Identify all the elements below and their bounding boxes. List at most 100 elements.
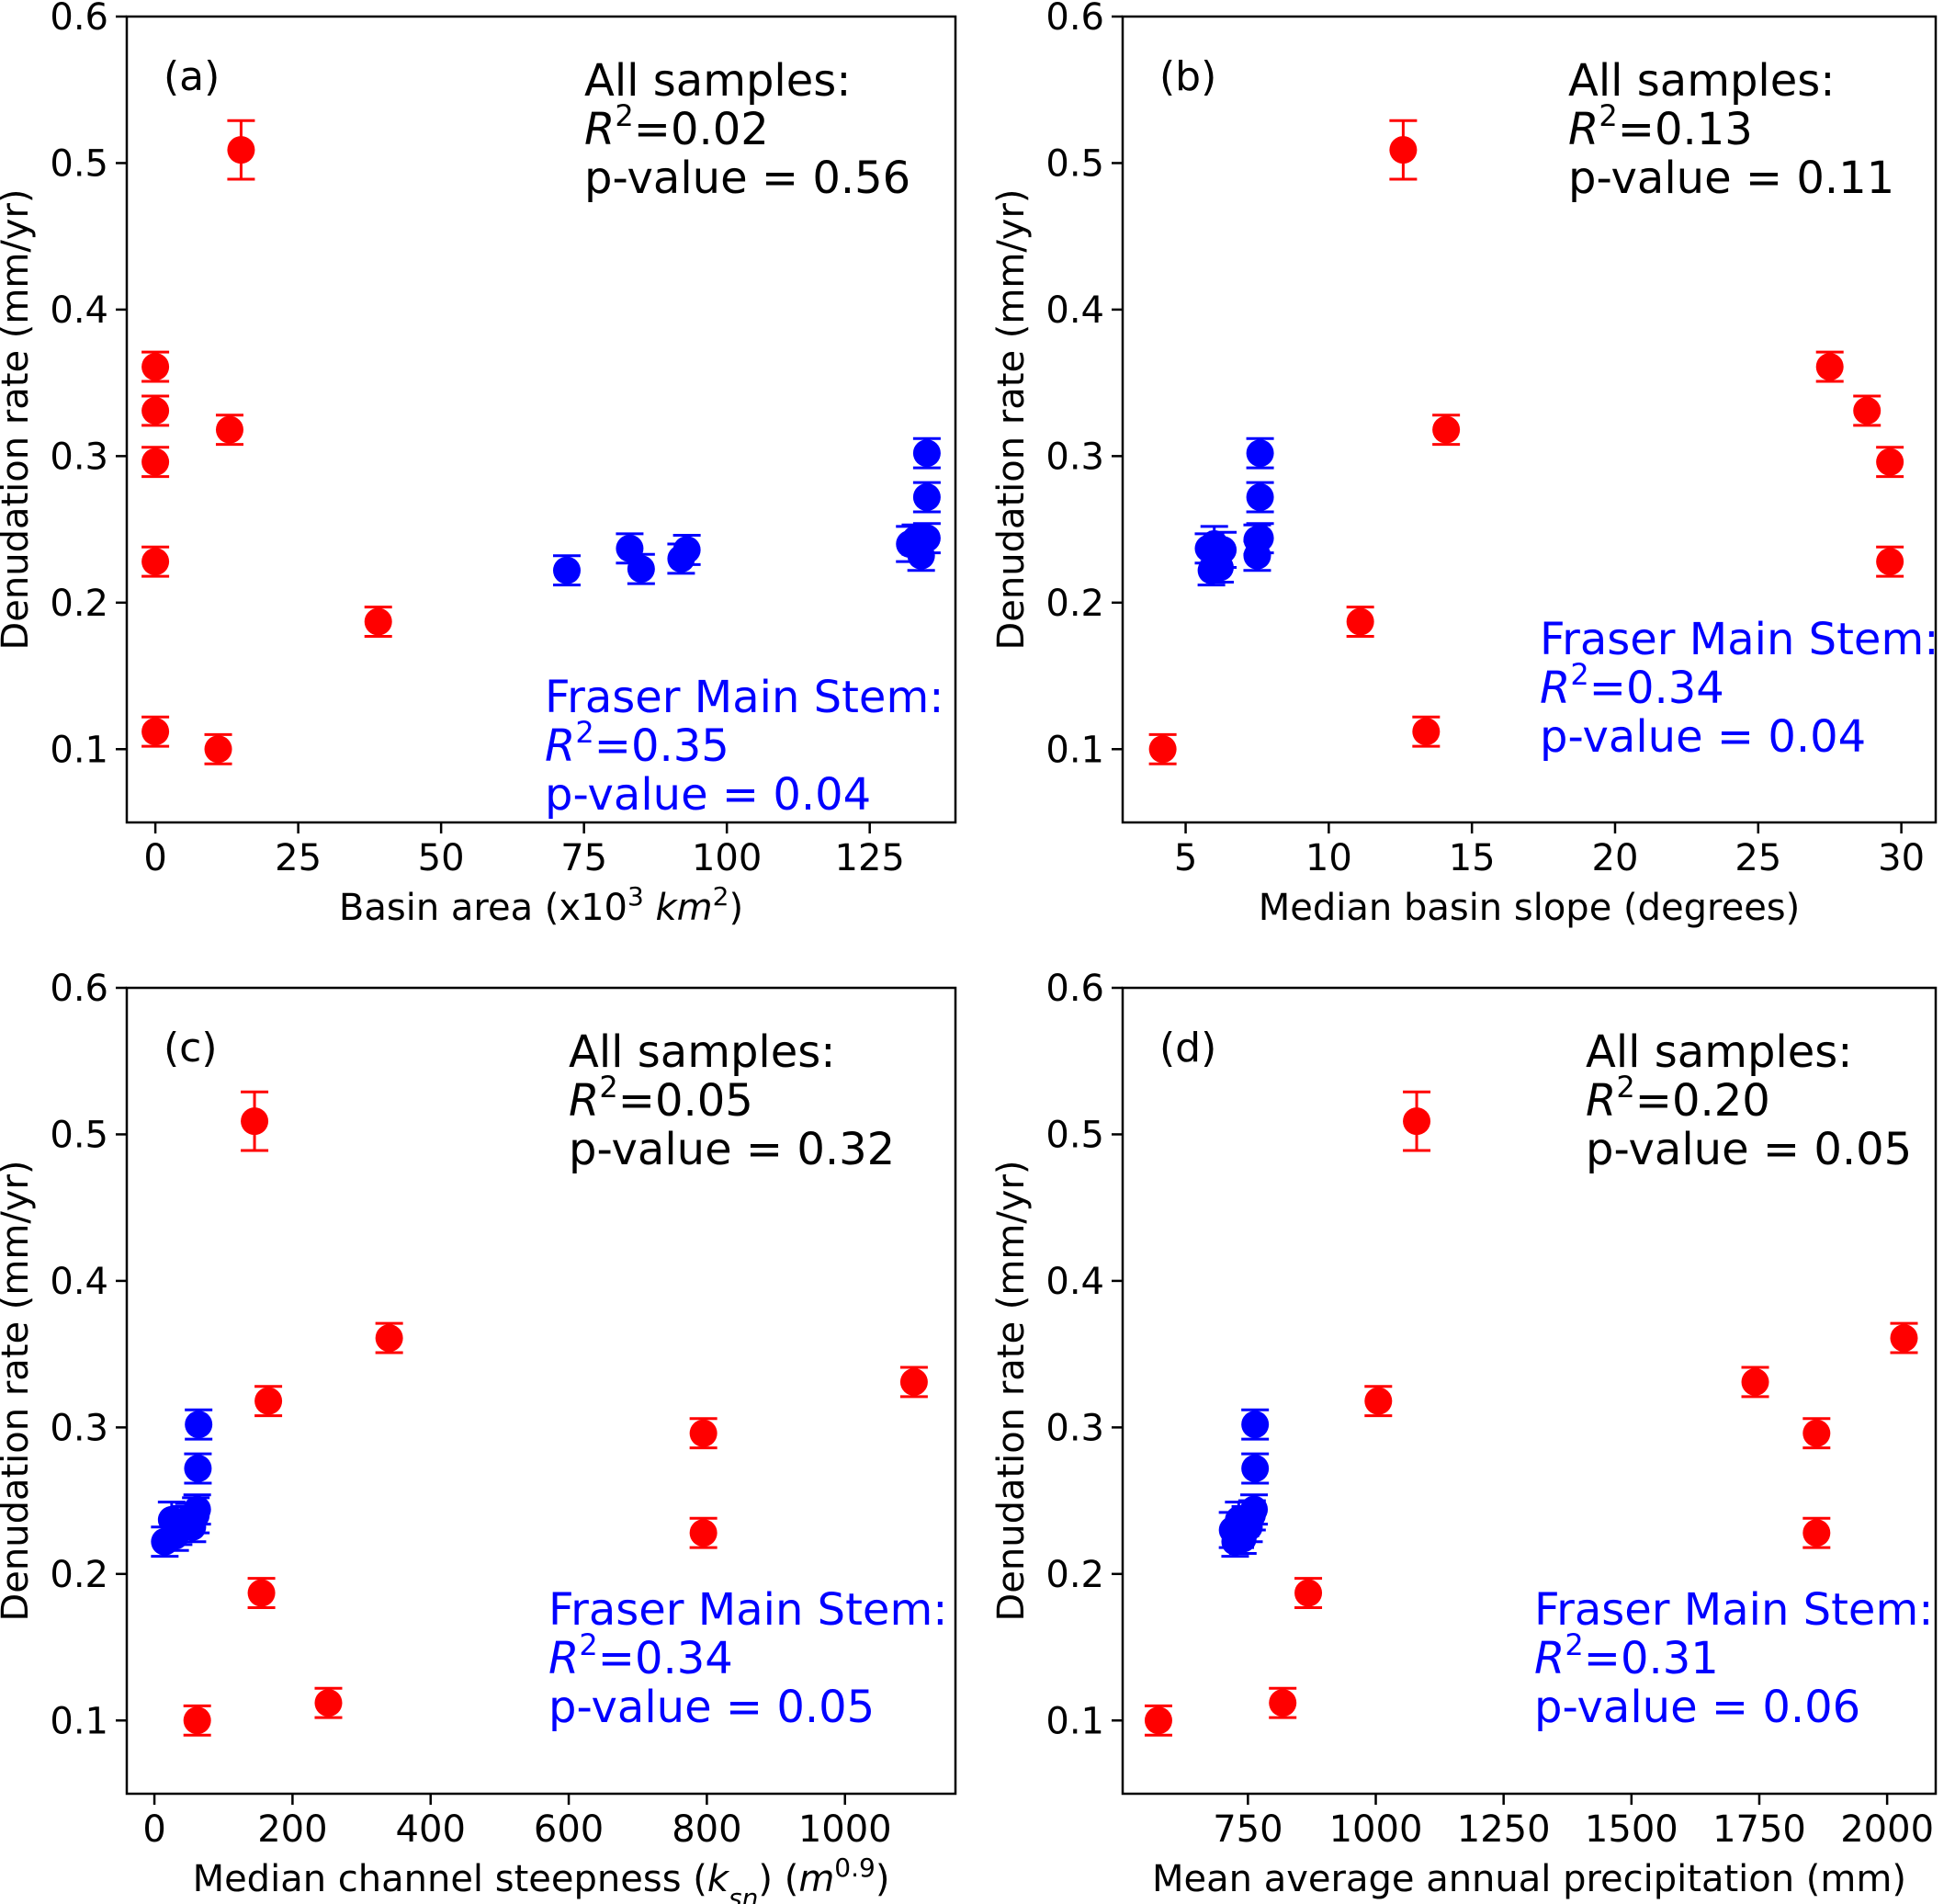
stats-r2: R2=0.05	[569, 1070, 753, 1127]
y-tick-label: 0.1	[1045, 1700, 1104, 1742]
red-data-point	[1148, 735, 1177, 764]
blue-data-point	[627, 555, 655, 584]
red-data-point	[1403, 1107, 1431, 1136]
stats-all-samples: All samples:R2=0.13p-value = 0.11	[1568, 55, 1894, 204]
stats-title: All samples:	[1586, 1026, 1852, 1078]
y-axis-title: Denudation rate (mm/yr)	[990, 1160, 1033, 1621]
stats-r2: R2=0.02	[584, 98, 769, 155]
y-tick-label: 0.5	[50, 142, 108, 185]
y-tick-label: 0.6	[1045, 968, 1104, 1010]
x-tick-label: 600	[534, 1808, 604, 1851]
x-tick-label: 10	[1305, 837, 1352, 879]
x-tick-label: 50	[418, 837, 465, 879]
blue-data-point	[185, 1411, 213, 1439]
red-data-point	[1741, 1367, 1769, 1396]
stats-p-value: p-value = 0.11	[1568, 153, 1894, 204]
panel-c: 0.1 0.2 0.3 0.4 0.5 0.6 0 200 400 600 800 1000 Denud…	[0, 968, 957, 1904]
x-axis-title: Median channel steepness (ksn) (m0.9)	[193, 1853, 890, 1904]
stats-p-value: p-value = 0.05	[1586, 1124, 1912, 1175]
blue-data-point	[1246, 524, 1274, 552]
panel-label: (b)	[1159, 53, 1216, 100]
red-data-point	[1389, 136, 1418, 164]
x-tick-label: 1750	[1712, 1808, 1806, 1851]
y-tick-label: 0.2	[1045, 1554, 1104, 1596]
x-tick-label: 200	[257, 1808, 327, 1851]
blue-data-point	[552, 556, 581, 584]
x-tick-label: 125	[835, 837, 905, 879]
y-tick-label: 0.3	[50, 1407, 108, 1449]
stats-r2: R2=0.13	[1568, 98, 1753, 155]
red-data-point	[1876, 548, 1904, 576]
red-data-point	[183, 1706, 211, 1735]
stats-title: All samples:	[584, 55, 851, 107]
plot-frame	[1121, 986, 1938, 1796]
y-tick-label: 0.4	[50, 1261, 108, 1303]
red-data-point	[254, 1387, 283, 1415]
x-tick-label: 15	[1449, 837, 1496, 879]
red-data-point	[1876, 448, 1904, 476]
x-tick-label: 1250	[1457, 1808, 1551, 1851]
red-data-point	[141, 718, 170, 746]
blue-data-point	[1246, 483, 1274, 512]
x-tick-label: 75	[560, 837, 607, 879]
red-data-point	[1412, 718, 1441, 746]
plot-frame	[1121, 15, 1938, 824]
red-data-point	[141, 548, 170, 576]
stats-all-samples: All samples:R2=0.05p-value = 0.32	[569, 1026, 895, 1175]
blue-data-point	[1246, 439, 1274, 468]
stats-r2: R2=0.20	[1586, 1070, 1770, 1127]
y-tick-label: 0.1	[50, 1700, 108, 1742]
panel-label: (d)	[1159, 1025, 1216, 1071]
red-data-point	[1294, 1579, 1323, 1607]
blue-data-point	[1205, 553, 1234, 582]
blue-data-point	[175, 1504, 203, 1533]
red-data-point	[689, 1519, 718, 1547]
stats-all-samples: All samples:R2=0.02p-value = 0.56	[584, 55, 910, 204]
x-tick-label: 1500	[1585, 1808, 1678, 1851]
stats-title: All samples:	[1568, 55, 1835, 107]
stats-p-value: p-value = 0.04	[545, 769, 871, 821]
stats-title: Fraser Main Stem:	[548, 1584, 947, 1636]
y-tick-label: 0.4	[1045, 289, 1104, 332]
y-axis-title: Denudation rate (mm/yr)	[990, 188, 1033, 650]
plot-frame	[125, 15, 957, 824]
y-tick-label: 0.6	[50, 968, 108, 1010]
y-tick-label: 0.3	[1045, 436, 1104, 478]
y-tick-label: 0.6	[1045, 0, 1104, 39]
red-data-point	[1815, 353, 1844, 381]
y-axis-title: Denudation rate (mm/yr)	[0, 1160, 37, 1621]
stats-p-value: p-value = 0.56	[584, 153, 910, 204]
red-data-point	[1890, 1324, 1918, 1353]
stats-p-value: p-value = 0.06	[1534, 1682, 1860, 1733]
blue-data-point	[1226, 1519, 1255, 1547]
red-data-point	[141, 396, 170, 425]
red-data-point	[241, 1107, 269, 1136]
y-tick-label: 0.3	[1045, 1407, 1104, 1449]
red-data-point	[227, 136, 255, 164]
red-data-point	[247, 1579, 276, 1607]
red-data-point	[1802, 1519, 1831, 1547]
stats-r2: R2=0.34	[548, 1627, 733, 1684]
red-data-point	[1853, 396, 1882, 425]
red-data-point	[1144, 1706, 1172, 1735]
panel-b: 0.1 0.2 0.3 0.4 0.5 0.6 5 10 15 20 25 30 Denudation …	[990, 0, 1938, 929]
stats-fraser-main-stem: Fraser Main Stem:R2=0.31p-value = 0.06	[1534, 1584, 1933, 1733]
red-data-point	[314, 1689, 343, 1717]
red-data-point	[141, 353, 170, 381]
y-tick-label: 0.2	[1045, 583, 1104, 625]
panel-label: (c)	[164, 1025, 218, 1071]
y-tick-label: 0.2	[50, 583, 108, 625]
red-data-point	[1346, 607, 1374, 636]
blue-data-point	[672, 536, 701, 564]
y-tick-label: 0.5	[1045, 1114, 1104, 1156]
red-data-point	[1802, 1419, 1831, 1447]
x-tick-label: 800	[672, 1808, 741, 1851]
blue-data-point	[912, 524, 941, 552]
x-tick-label: 25	[275, 837, 322, 879]
y-tick-label: 0.1	[50, 729, 108, 771]
stats-title: Fraser Main Stem:	[1540, 614, 1938, 665]
y-tick-label: 0.5	[50, 1114, 108, 1156]
blue-data-point	[1241, 1411, 1270, 1439]
red-data-point	[899, 1367, 928, 1396]
